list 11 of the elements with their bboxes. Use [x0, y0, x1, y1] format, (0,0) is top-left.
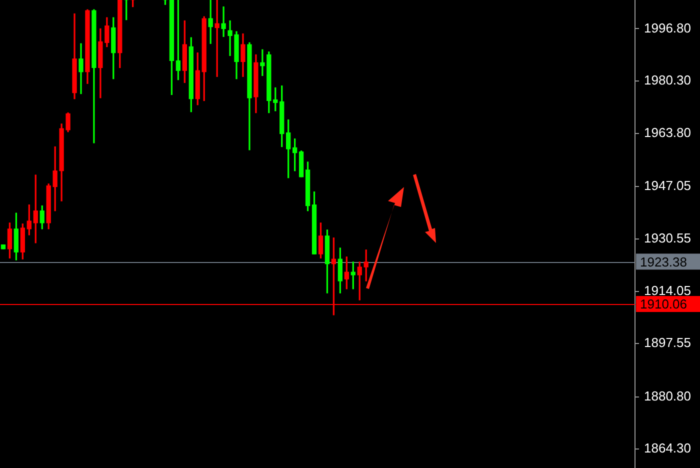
- ref-line-label: 1910.06: [640, 296, 687, 312]
- y-tick-label: 1930.55: [644, 230, 691, 246]
- y-tick-label: 1963.80: [644, 124, 691, 140]
- ref-line-label: 1923.38: [640, 254, 687, 270]
- y-tick-label: 1880.80: [644, 388, 691, 404]
- y-tick-label: 1897.55: [644, 335, 691, 350]
- y-tick-label: 1947.05: [644, 178, 691, 194]
- y-tick-label: 1864.30: [644, 440, 691, 456]
- y-tick-label: 1980.30: [644, 72, 691, 88]
- y-tick-label: 1914.05: [644, 282, 691, 298]
- y-tick-label: 1996.80: [644, 20, 691, 36]
